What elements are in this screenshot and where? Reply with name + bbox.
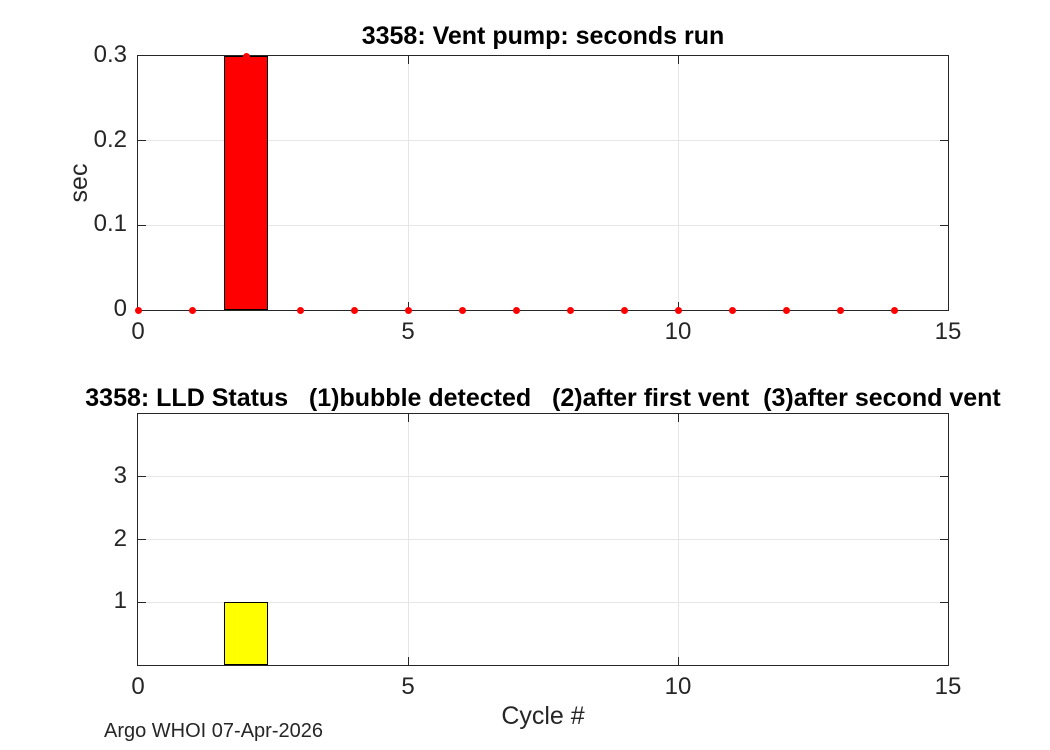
x-tick-label: 15 [934, 318, 962, 345]
bar [224, 56, 268, 310]
x-tick-label: 5 [401, 318, 415, 345]
data-marker [674, 306, 682, 314]
x-tick-mark [677, 302, 679, 310]
lld-status-plot-area [137, 413, 949, 666]
lld-status-chart: 3358: LLD Status (1)bubble detected (2)a… [85, 384, 1000, 730]
y-tick-mark [138, 539, 146, 540]
y-gridline [138, 601, 948, 603]
data-marker [458, 306, 466, 314]
y-tick-mark [138, 476, 146, 478]
data-marker [296, 306, 304, 314]
y-tick-mark [940, 601, 948, 603]
y-gridline [138, 476, 948, 478]
data-marker [188, 306, 196, 314]
x-tick-label: 10 [664, 673, 692, 700]
x-tick-label: 5 [401, 673, 415, 700]
x-tick-mark [677, 56, 679, 64]
x-tick-label: 15 [934, 673, 962, 700]
data-marker [404, 306, 412, 314]
y-tick-label: 2 [113, 524, 127, 552]
x-tick-label: 0 [131, 318, 145, 345]
bar [224, 602, 268, 665]
data-marker [512, 306, 520, 314]
x-gridline [407, 56, 409, 310]
data-marker [728, 306, 736, 314]
data-marker [566, 306, 574, 314]
figure-footer: Argo WHOI 07-Apr-2026 [104, 720, 323, 742]
x-tick-mark [407, 302, 409, 310]
data-marker [620, 306, 628, 314]
x-axis-label-cycle: Cycle # [501, 702, 585, 730]
vent-pump-plot-area [134, 52, 949, 314]
data-marker [890, 306, 898, 314]
data-marker [350, 306, 358, 314]
x-tick-mark [677, 657, 679, 665]
vent-pump-chart-title: 3358: Vent pump: seconds run [361, 22, 725, 50]
data-marker [836, 306, 844, 314]
y-tick-label: 0.2 [93, 125, 127, 153]
y-tick-mark [940, 140, 948, 142]
x-tick-label: 10 [664, 318, 692, 345]
y-gridline [138, 224, 948, 226]
y-tick-mark [138, 601, 146, 603]
x-tick-label: 0 [131, 673, 145, 700]
x-gridline [677, 56, 679, 310]
data-marker [782, 306, 790, 314]
x-tick-mark [407, 414, 409, 422]
y-gridline [138, 140, 948, 142]
y-tick-mark [138, 140, 146, 142]
y-tick-mark [940, 476, 948, 478]
y-tick-mark [940, 224, 948, 226]
y-tick-mark [138, 224, 146, 226]
x-tick-mark [407, 657, 409, 665]
y-tick-label: 0.3 [93, 41, 127, 68]
data-marker [242, 52, 250, 60]
y-tick-label: 0 [113, 295, 127, 322]
y-tick-label: 1 [113, 587, 127, 615]
x-tick-mark [407, 56, 409, 64]
data-marker [134, 306, 142, 314]
x-tick-mark [677, 414, 679, 422]
lld-status-chart-title: 3358: LLD Status (1)bubble detected (2)a… [85, 384, 1001, 412]
vent-pump-chart: 3358: Vent pump: seconds run sec 0 5 10 15 0… [65, 22, 961, 345]
y-tick-mark [940, 539, 948, 540]
y-axis-label-sec: sec [64, 163, 93, 203]
y-tick-label: 3 [113, 461, 127, 489]
y-tick-label: 0.1 [93, 210, 127, 238]
y-gridline [138, 539, 948, 540]
